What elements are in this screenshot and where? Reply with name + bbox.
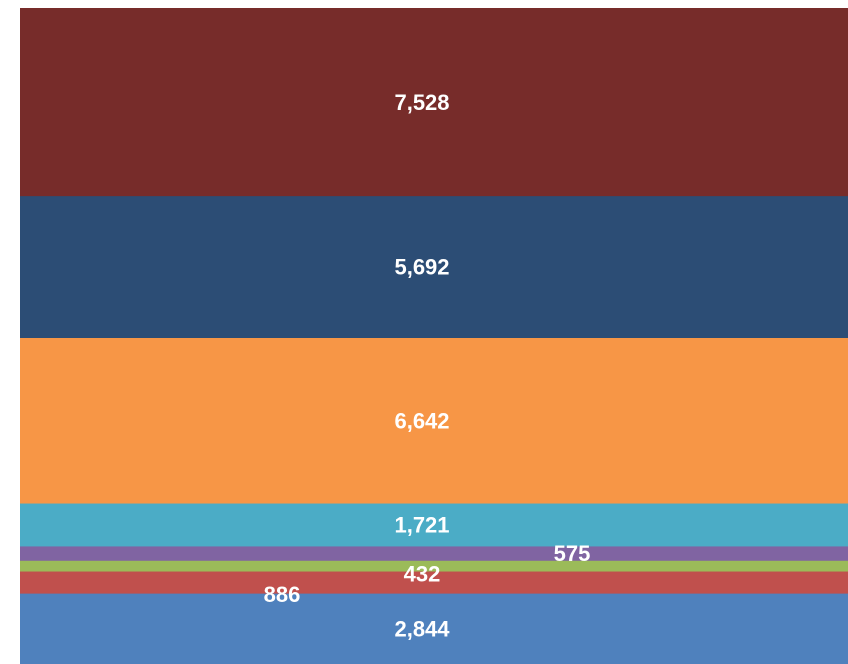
data-label-5: 1,721: [394, 512, 449, 537]
bar-segment-8: [20, 8, 848, 197]
data-label-1: 2,844: [394, 617, 450, 642]
bar-segment-2: [20, 571, 848, 594]
data-label-6: 6,642: [394, 408, 449, 433]
data-label-7: 5,692: [394, 255, 449, 280]
data-label-8: 7,528: [394, 90, 449, 115]
bar-segment-3: [20, 560, 848, 572]
data-labels: 2,844 886 432 575 1,721 6,642 5,692 7,528: [264, 90, 591, 642]
data-label-2: 886: [264, 582, 301, 607]
bar-segment-5: [20, 503, 848, 547]
bar-segment-7: [20, 195, 848, 338]
data-label-4: 575: [554, 541, 591, 566]
bar-segment-6: [20, 337, 848, 504]
bar-segment-4: [20, 545, 848, 561]
stacked-bar: [20, 8, 848, 664]
data-label-3: 432: [404, 562, 441, 587]
bar-segment-1: [20, 593, 848, 664]
